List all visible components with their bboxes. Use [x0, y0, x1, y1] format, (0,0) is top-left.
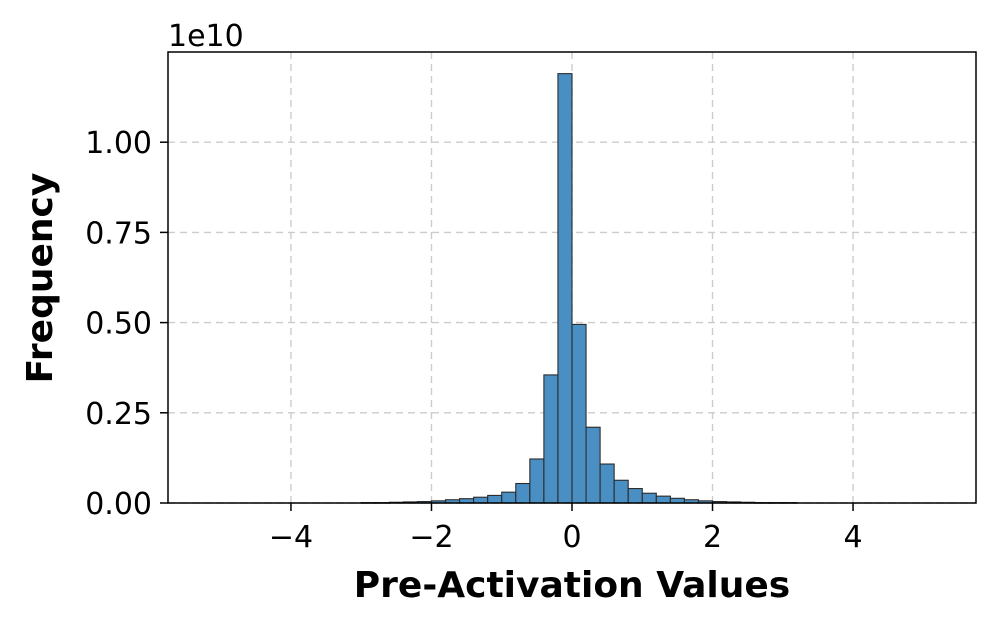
y-tick-label: 0.75	[85, 216, 152, 251]
x-tick-label: 0	[562, 520, 581, 555]
y-tick-label: 1.00	[85, 126, 152, 161]
x-tick-label: −2	[409, 520, 453, 555]
histogram-bar	[543, 374, 559, 504]
y-tick-label: 0.50	[85, 307, 152, 342]
y-tick-label: 0.25	[85, 397, 152, 432]
histogram-bar	[627, 488, 643, 504]
x-tick-label: 4	[843, 520, 862, 555]
histogram-bar	[571, 323, 587, 504]
histogram-bar	[613, 479, 629, 504]
histogram-bar	[473, 496, 489, 504]
histogram-bar	[557, 73, 573, 504]
histogram-bar	[585, 426, 601, 504]
grid	[168, 52, 976, 504]
x-axis-label: Pre-Activation Values	[354, 565, 790, 606]
y-axis: 0.00 0.25 0.50 0.75 1.00	[85, 126, 168, 522]
y-tick-label: 0.00	[85, 487, 152, 522]
histogram-bar	[599, 463, 615, 504]
histogram-bar	[515, 482, 531, 504]
y-axis-label: Frequency	[20, 173, 61, 384]
x-tick-label: −4	[269, 520, 313, 555]
histogram-bar	[655, 495, 671, 504]
histogram-bar	[641, 492, 657, 504]
x-axis: −4 −2 0 2 4	[269, 503, 863, 555]
histogram-bar	[501, 491, 517, 504]
bars	[360, 73, 798, 504]
histogram-bar	[529, 458, 545, 504]
histogram-bar	[487, 494, 503, 504]
y-offset-label: 1e10	[168, 19, 244, 54]
x-tick-label: 2	[703, 520, 722, 555]
